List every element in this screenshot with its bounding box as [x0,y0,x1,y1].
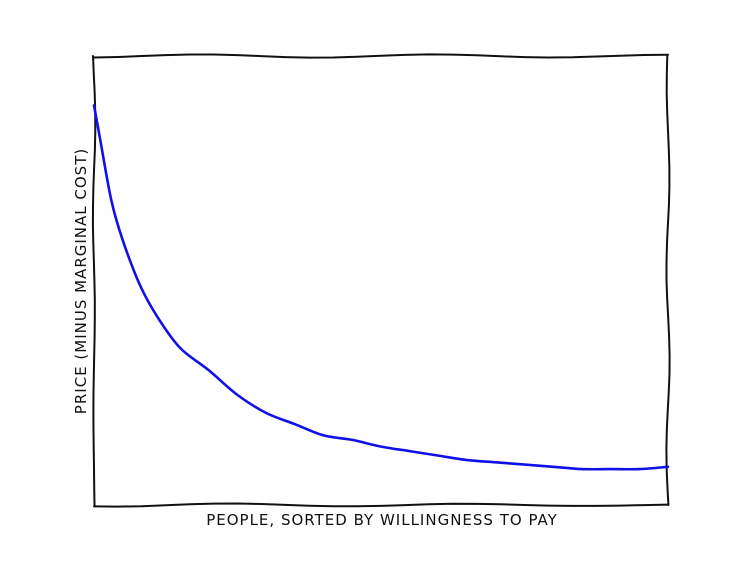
series-line-0 [92,104,670,471]
frame-top [93,53,669,59]
plot-frame [91,53,671,508]
series-group [92,104,670,471]
x-axis-label: People, sorted by willingness to pay [206,511,558,529]
y-axis-label: Price (minus marginal cost) [72,148,90,414]
frame-right [665,55,671,506]
frame-bottom [93,502,669,508]
frame-left [91,55,97,506]
